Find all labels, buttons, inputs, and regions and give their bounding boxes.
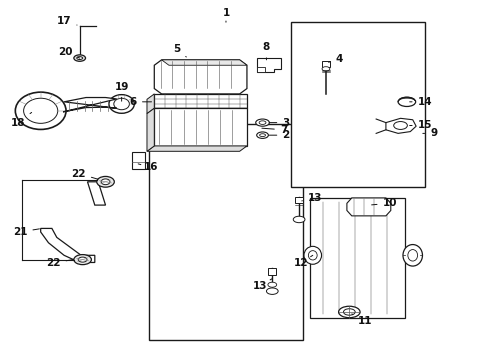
Text: 13: 13 [252, 279, 272, 291]
Polygon shape [147, 146, 246, 151]
Polygon shape [256, 58, 281, 72]
Ellipse shape [101, 179, 110, 185]
Ellipse shape [74, 55, 85, 61]
Text: 17: 17 [57, 17, 77, 27]
Ellipse shape [259, 121, 265, 125]
Polygon shape [63, 98, 117, 112]
Ellipse shape [97, 176, 114, 187]
Polygon shape [346, 198, 390, 216]
Ellipse shape [393, 122, 407, 130]
Text: 5: 5 [173, 44, 186, 57]
Text: 10: 10 [371, 198, 396, 208]
Text: 6: 6 [129, 97, 151, 107]
Ellipse shape [15, 92, 66, 130]
Ellipse shape [77, 57, 82, 59]
Ellipse shape [266, 288, 278, 294]
Text: 1: 1 [222, 8, 229, 22]
Ellipse shape [322, 67, 329, 71]
Text: 13: 13 [301, 193, 322, 203]
Text: 11: 11 [351, 314, 372, 325]
Bar [290, 22, 424, 187]
Text: 20: 20 [58, 46, 80, 58]
Text: 22: 22 [71, 168, 98, 179]
Bar [149, 125, 303, 339]
Bar [268, 268, 276, 275]
Polygon shape [385, 118, 415, 134]
Polygon shape [161, 60, 246, 65]
Ellipse shape [407, 249, 417, 261]
Ellipse shape [267, 282, 276, 287]
Ellipse shape [397, 97, 415, 107]
Polygon shape [147, 94, 154, 114]
Text: 22: 22 [46, 258, 73, 268]
Ellipse shape [402, 244, 422, 266]
Polygon shape [154, 60, 246, 94]
Bar [256, 67, 265, 72]
Ellipse shape [293, 216, 305, 223]
Text: 2: 2 [269, 130, 289, 140]
Bar [132, 152, 144, 169]
Bar [321, 60, 330, 67]
Ellipse shape [23, 98, 58, 123]
Polygon shape [87, 182, 105, 205]
Polygon shape [41, 228, 95, 262]
Ellipse shape [256, 132, 268, 138]
Ellipse shape [259, 134, 265, 136]
Ellipse shape [109, 95, 134, 113]
Ellipse shape [255, 119, 269, 126]
Text: 4: 4 [328, 54, 343, 64]
Ellipse shape [74, 255, 91, 265]
Ellipse shape [343, 309, 354, 315]
Text: 15: 15 [409, 121, 431, 130]
Ellipse shape [338, 306, 359, 318]
Ellipse shape [114, 98, 129, 110]
Bar [310, 198, 405, 318]
Text: 14: 14 [409, 97, 431, 107]
Polygon shape [154, 94, 246, 108]
Text: 3: 3 [269, 118, 289, 128]
Text: 7: 7 [262, 125, 286, 135]
Text: 18: 18 [10, 112, 32, 128]
Bar [295, 197, 303, 203]
Polygon shape [147, 108, 154, 151]
Ellipse shape [78, 257, 87, 262]
Text: 21: 21 [13, 227, 40, 237]
Text: 16: 16 [138, 162, 158, 172]
Text: 19: 19 [114, 82, 128, 101]
Ellipse shape [308, 251, 317, 260]
Text: 9: 9 [422, 129, 436, 138]
Text: 8: 8 [262, 42, 269, 60]
Text: 12: 12 [293, 255, 312, 268]
Polygon shape [154, 108, 246, 146]
Ellipse shape [304, 246, 321, 264]
